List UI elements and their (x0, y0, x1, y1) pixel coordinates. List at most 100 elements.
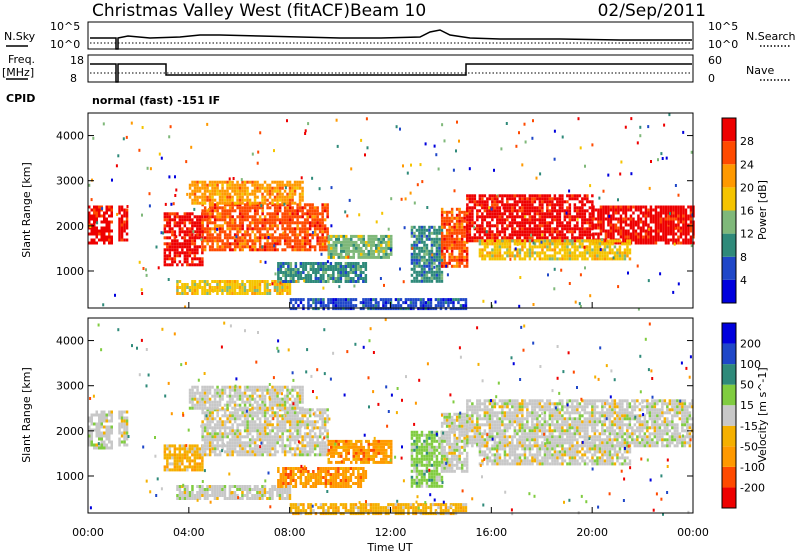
power-cell (443, 222, 446, 226)
power-cell (233, 248, 237, 252)
power-cell (433, 237, 436, 241)
power-cell (211, 186, 214, 190)
power-cell (382, 304, 385, 308)
velocity-cell (261, 438, 264, 442)
power-cell (627, 205, 630, 209)
power-cell (507, 249, 510, 253)
power-cell (344, 262, 348, 265)
velocity-cell (301, 447, 304, 451)
power-cell (181, 283, 184, 286)
power-cell (171, 248, 174, 252)
velocity-cell (298, 411, 302, 415)
power-cell (410, 243, 414, 247)
power-cell (526, 200, 529, 204)
power-cell (423, 273, 426, 277)
velocity-cell (233, 417, 237, 421)
power-cell (266, 248, 269, 252)
power-cell (303, 218, 307, 222)
velocity-cell (296, 411, 299, 415)
power-cell (394, 304, 398, 308)
power-cell (191, 218, 194, 222)
velocity-cell (241, 423, 244, 427)
power-cell (498, 200, 502, 204)
power-cell (382, 252, 385, 256)
velocity-cell (206, 423, 209, 427)
power-cell (649, 214, 653, 218)
power-cell (546, 215, 549, 219)
power-cell (514, 247, 517, 251)
power-cell (268, 224, 272, 228)
power-cell (288, 221, 292, 225)
power-cell (613, 245, 617, 249)
power-cell (657, 229, 660, 233)
power-cell (409, 301, 413, 305)
power-cell (307, 262, 310, 265)
power-cell (283, 233, 287, 237)
velocity-cell (203, 417, 207, 421)
power-cell (149, 167, 152, 171)
power-cell (158, 152, 161, 156)
power-cell (425, 258, 429, 262)
velocity-cell (173, 450, 177, 454)
power-cell (471, 200, 474, 204)
velocity-cell (103, 431, 106, 435)
power-cell (108, 238, 111, 242)
power-cell (471, 218, 474, 222)
power-cell (198, 230, 202, 234)
velocity-cell (226, 420, 229, 424)
power-cell (687, 205, 690, 209)
power-cell (596, 245, 599, 249)
power-cell (508, 245, 512, 249)
power-cell (211, 183, 214, 187)
power-cell (95, 229, 98, 233)
power-cell (282, 280, 285, 283)
velocity-cell (286, 414, 289, 418)
power-cell (518, 248, 522, 252)
power-cell (293, 221, 297, 225)
power-cell (478, 194, 482, 198)
power-cell (445, 243, 449, 247)
power-cell (648, 227, 651, 231)
velocity-cell (248, 450, 252, 454)
power-cell (381, 211, 384, 215)
power-cell (352, 249, 355, 253)
power-cell (171, 212, 174, 216)
power-cell (88, 183, 91, 187)
power-cell (521, 233, 524, 237)
power-cell (339, 298, 343, 302)
power-cell (689, 217, 693, 221)
power-cell (503, 218, 507, 222)
power-cell (496, 257, 499, 261)
power-cell (380, 237, 383, 241)
power-cell (263, 233, 267, 237)
power-cell (339, 280, 343, 283)
power-cell (518, 206, 522, 210)
power-cell (423, 267, 426, 271)
power-cell (213, 280, 217, 283)
power-cell (279, 277, 283, 280)
power-cell (293, 227, 297, 231)
power-cell (273, 242, 277, 246)
power-cell (281, 292, 284, 295)
velocity-cell (253, 447, 257, 451)
power-cell (125, 238, 129, 242)
power-cell (283, 202, 286, 206)
power-cell (243, 283, 247, 286)
power-cell (186, 212, 189, 216)
velocity-cell (271, 444, 274, 448)
power-cell (468, 200, 472, 204)
power-cell (277, 271, 280, 274)
power-cell (581, 203, 584, 207)
power-cell (268, 189, 272, 193)
power-cell (253, 186, 257, 190)
power-cell (593, 239, 597, 243)
power-cell (465, 261, 469, 265)
power-cell (186, 227, 189, 231)
power-cell (352, 280, 355, 283)
power-cell (238, 286, 242, 289)
power-cell (313, 248, 317, 252)
power-cell (103, 238, 106, 242)
power-cell (543, 215, 547, 219)
power-cell (302, 307, 305, 311)
power-cell (191, 198, 194, 202)
